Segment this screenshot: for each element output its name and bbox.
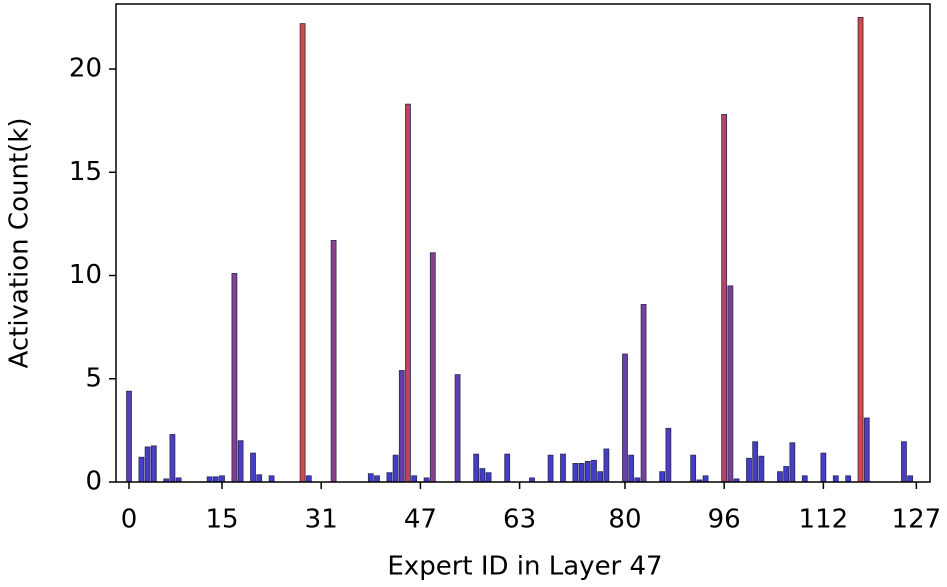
bar: [126, 390, 132, 483]
bar: [169, 434, 176, 483]
bar: [665, 427, 672, 483]
bar: [219, 475, 225, 483]
x-tick-label: 31: [305, 505, 338, 535]
bar: [374, 475, 380, 483]
bar: [603, 448, 610, 483]
y-tick-label: 15: [69, 157, 102, 187]
bar: [777, 471, 783, 483]
x-tick-label: 80: [608, 505, 641, 535]
bar: [138, 456, 145, 483]
x-axis-label: Expert ID in Layer 47: [387, 552, 662, 582]
x-tick-label: 47: [404, 505, 437, 535]
bar: [801, 475, 808, 483]
bar: [305, 475, 312, 483]
bar: [752, 441, 759, 483]
y-tick-label: 20: [69, 54, 102, 84]
bar: [783, 466, 790, 483]
bar: [721, 114, 728, 483]
bar: [237, 440, 244, 483]
bar: [398, 370, 405, 483]
bar: [231, 273, 238, 483]
x-tick-label: 63: [503, 505, 536, 535]
bar: [479, 468, 486, 483]
bar: [212, 476, 219, 483]
x-tick-label: 0: [121, 505, 138, 535]
bar: [485, 472, 492, 483]
bar: [330, 240, 337, 483]
bar: [206, 476, 213, 483]
bar: [622, 353, 628, 483]
bar: [727, 285, 734, 483]
bar: [832, 475, 839, 483]
x-tick-label: 127: [892, 505, 942, 535]
bar: [473, 453, 480, 483]
bar: [392, 454, 399, 483]
bar: [863, 417, 870, 483]
bar: [144, 446, 151, 483]
bar: [640, 304, 647, 483]
bar: [789, 442, 796, 483]
x-tick-label: 96: [708, 505, 741, 535]
bar: [659, 471, 666, 483]
bar: [907, 475, 914, 483]
bar: [405, 103, 411, 483]
bar: [591, 459, 597, 483]
bar: [367, 473, 374, 483]
bar: [857, 17, 864, 483]
bar: [746, 457, 752, 483]
y-tick-label: 5: [85, 363, 102, 393]
bar: [299, 23, 306, 483]
bar: [820, 452, 827, 483]
x-tick-label: 15: [205, 505, 238, 535]
bar: [547, 454, 554, 483]
plot-frame: [115, 3, 931, 483]
bar: [901, 441, 907, 483]
y-axis-label: Activation Count(k): [5, 118, 35, 369]
bar: [256, 474, 263, 483]
bar: [628, 454, 635, 483]
bar: [429, 252, 436, 483]
y-tick-label: 10: [69, 260, 102, 290]
bar: [572, 463, 579, 483]
bar: [560, 453, 566, 483]
bar: [597, 471, 604, 483]
bar: [758, 455, 765, 483]
bar: [504, 453, 511, 483]
bar: [578, 463, 585, 483]
bar: [584, 460, 591, 483]
bar: [454, 374, 461, 483]
bar: [150, 445, 157, 483]
bar: [268, 475, 275, 483]
bar: [386, 472, 393, 483]
x-tick-label: 112: [799, 505, 849, 535]
bar: [250, 452, 256, 483]
bar: [690, 454, 697, 483]
bar: [411, 475, 418, 483]
bar: [845, 475, 852, 483]
bar: [702, 475, 709, 483]
y-tick-label: 0: [85, 467, 102, 497]
